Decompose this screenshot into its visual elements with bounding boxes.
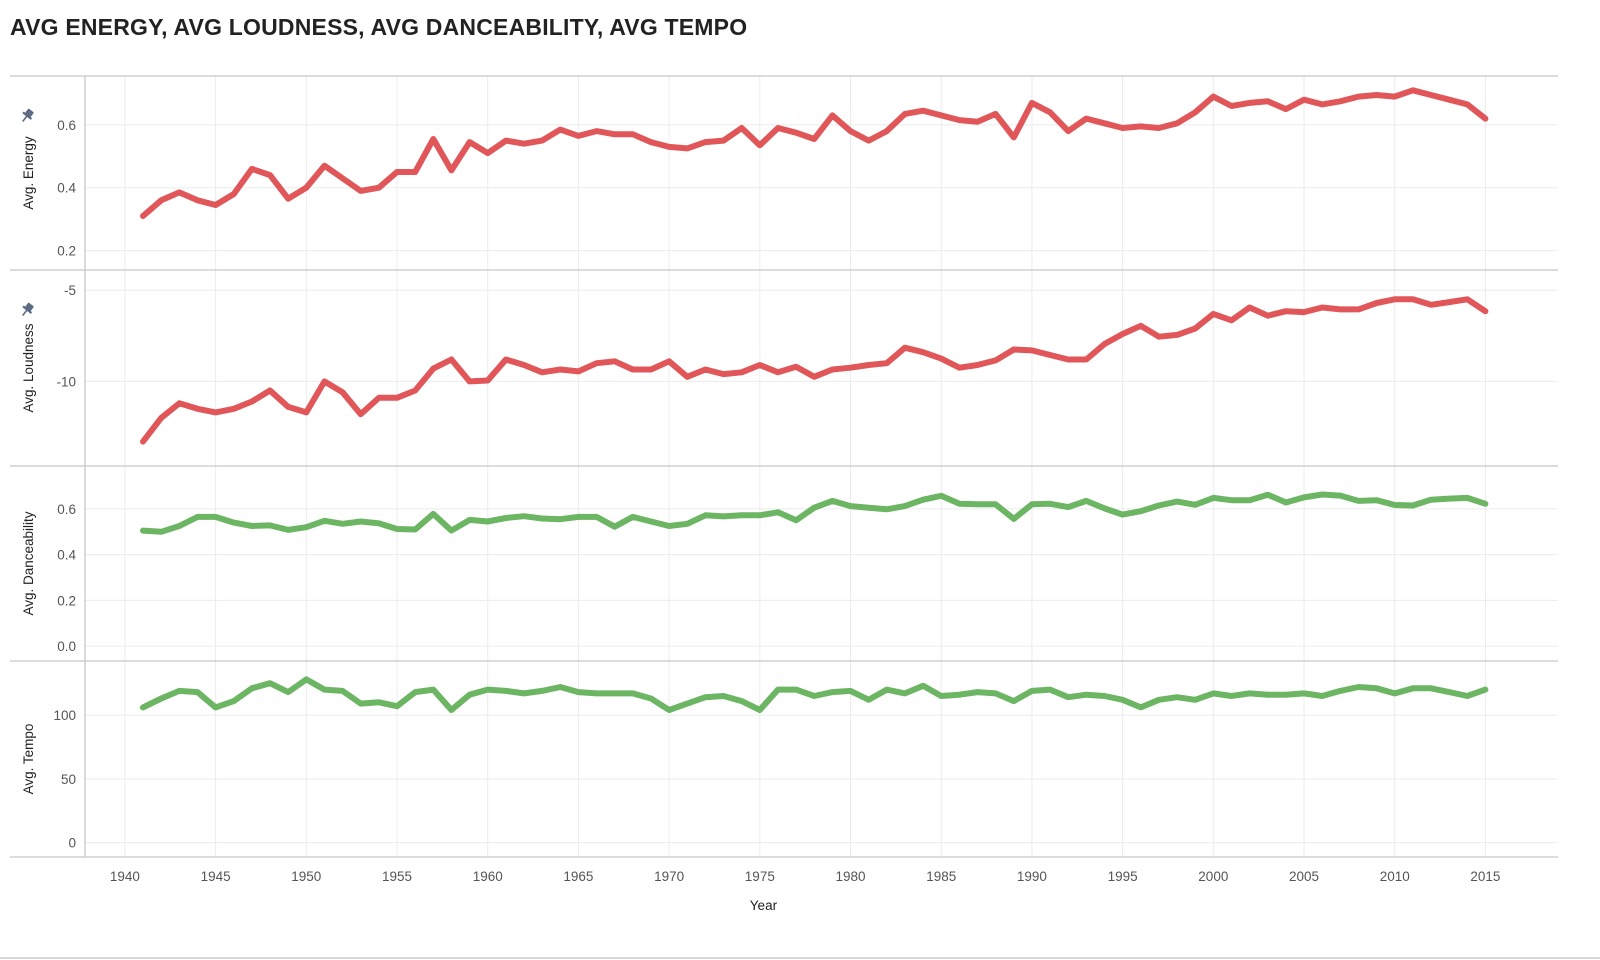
series-line-avg-energy[interactable] <box>140 87 1489 219</box>
y-axis-title: Avg. Loudness <box>21 323 36 412</box>
series-line-avg-danceability[interactable] <box>140 491 1489 535</box>
y-axis-title: Avg. Energy <box>21 136 36 210</box>
y-tick-label: 0.4 <box>57 181 76 196</box>
y-tick-label: 0.2 <box>57 593 76 608</box>
x-tick-label: 1985 <box>926 869 956 884</box>
series-line-avg-loudness[interactable] <box>140 296 1489 445</box>
y-tick-label: 50 <box>61 772 76 787</box>
x-tick-label: 2010 <box>1380 869 1410 884</box>
pin-icon[interactable] <box>18 107 35 125</box>
y-tick-label: 0.0 <box>57 639 76 654</box>
x-tick-label: 2015 <box>1470 869 1500 884</box>
x-tick-label: 1970 <box>654 869 684 884</box>
chart-title: AVG ENERGY, AVG LOUDNESS, AVG DANCEABILI… <box>10 14 748 40</box>
pin-icon[interactable] <box>18 301 35 319</box>
y-tick-label: 0.6 <box>57 502 76 517</box>
series-line-avg-tempo[interactable] <box>140 676 1489 713</box>
y-tick-label: 100 <box>53 708 76 723</box>
x-tick-label: 1990 <box>1017 869 1047 884</box>
x-tick-label: 1955 <box>382 869 412 884</box>
x-tick-label: 1940 <box>110 869 140 884</box>
axes: 1940 1945 1950 1955 1960 1965 1970 1975 1980 1985… <box>0 75 1600 959</box>
x-tick-label: 1965 <box>563 869 593 884</box>
y-axis-title: Avg. Danceability <box>21 511 36 615</box>
x-tick-label: 2000 <box>1198 869 1228 884</box>
y-tick-label: 0.4 <box>57 548 76 563</box>
x-tick-label: 1950 <box>291 869 321 884</box>
y-tick-label: 0.6 <box>57 118 76 133</box>
x-tick-label: 1945 <box>201 869 231 884</box>
y-tick-label: 0.2 <box>57 244 76 259</box>
x-tick-label: 1995 <box>1108 869 1138 884</box>
x-axis-title: Year <box>750 898 778 913</box>
x-tick-label: 1980 <box>836 869 866 884</box>
series-lines <box>140 87 1489 713</box>
x-tick-label: 1960 <box>473 869 503 884</box>
y-axis-title: Avg. Tempo <box>21 724 36 795</box>
y-tick-label: -5 <box>64 283 76 298</box>
y-tick-label: 0 <box>68 836 76 851</box>
x-tick-label: 1975 <box>745 869 775 884</box>
x-tick-label: 2005 <box>1289 869 1319 884</box>
y-tick-label: -10 <box>56 374 76 389</box>
